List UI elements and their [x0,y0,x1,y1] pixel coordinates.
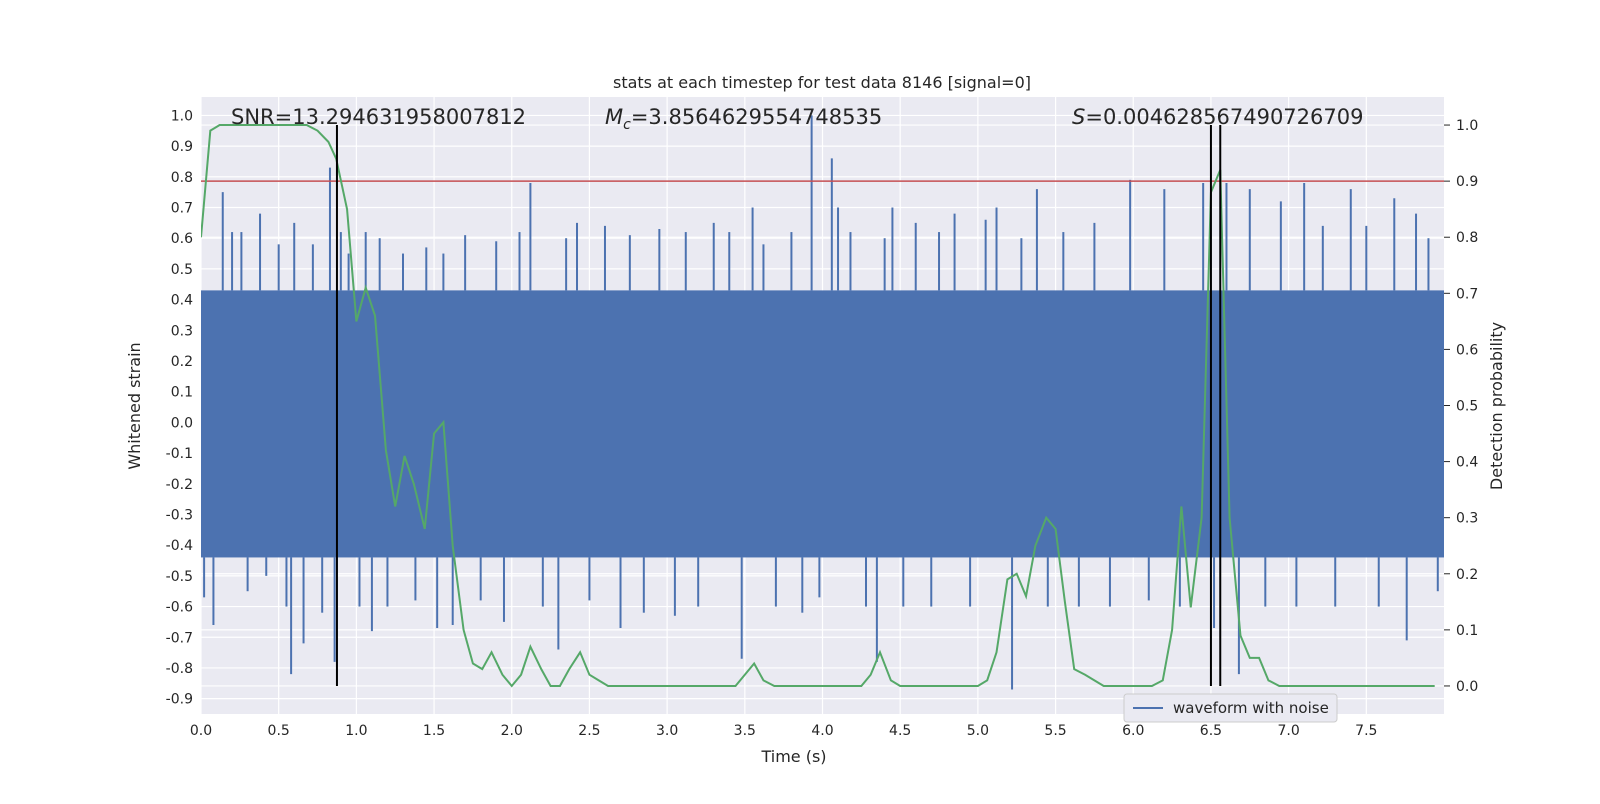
chart-title: stats at each timestep for test data 814… [613,73,1031,92]
y-tick-label: 0.1 [171,385,193,401]
mc-subscript: c [623,117,631,133]
legend-label: waveform with noise [1173,699,1329,717]
y2-tick-label: 0.0 [1456,679,1478,695]
y-tick-label: 0.9 [171,139,193,155]
vertical-markers [335,125,1222,686]
x-tick-label: 6.5 [1200,723,1222,739]
x-tick-label: 3.5 [734,723,756,739]
waveform-series [201,115,1444,690]
legend-box [1123,693,1338,723]
y-tick-label: 0.7 [171,201,193,217]
y2-axis-label: Detection probability [1487,322,1506,490]
y-tick-label: -0.3 [166,507,193,523]
s-annotation: S=0.004628567490726709 [1072,105,1363,129]
x-tick-label: 5.5 [1044,723,1066,739]
y-tick-label: -0.4 [166,538,193,554]
x-tick-label: 7.0 [1277,723,1299,739]
y2-tick-label: 0.8 [1456,230,1478,246]
y2-tick-label: 0.4 [1456,455,1478,471]
y-axis-ticks: 1.0 0.9 0.8 0.7 0.6 0.5 0.4 0.3 0.2 0.1 0.0 -0.1 -0.… [166,108,193,707]
x-tick-label: 4.5 [889,723,911,739]
x-tick-label: 1.0 [345,723,367,739]
y-tick-label: -0.6 [166,600,193,616]
probability-series [201,124,1435,688]
y-tick-label: 1.0 [171,108,193,124]
y-tick-label: 0.0 [171,415,193,431]
y2-tick-label: 0.9 [1456,174,1478,190]
x-tick-label: 4.0 [811,723,833,739]
x-tick-label: 0.5 [268,723,290,739]
snr-annotation: SNR=13.294631958007812 [231,105,526,129]
s-value: =0.004628567490726709 [1085,105,1363,129]
x-tick-label: 1.5 [423,723,445,739]
mc-symbol: M [605,105,623,129]
y2-tick-label: 1.0 [1456,118,1478,134]
mc-value: =3.8564629554748535 [631,105,882,129]
x-tick-label: 5.0 [967,723,989,739]
mc-annotation: Mc=3.8564629554748535 [605,105,882,133]
y2-axis-ticks: 1.0 0.9 0.8 0.7 0.6 0.5 0.4 0.3 0.2 0.1 0.0 [1444,118,1478,695]
y-tick-label: -0.7 [166,630,193,646]
y-tick-label: -0.9 [166,692,193,708]
y-tick-label: -0.2 [166,477,193,493]
x-tick-label: 3.0 [656,723,678,739]
x-tick-label: 6.0 [1122,723,1144,739]
y-tick-label: 0.5 [171,262,193,278]
y-tick-label: -0.5 [166,569,193,585]
y-tick-label: -0.1 [166,446,193,462]
y2-tick-label: 0.2 [1456,567,1478,583]
probability-line [201,124,1435,688]
y-tick-label: 0.8 [171,170,193,186]
waveform-band [201,290,1444,558]
x-tick-label: 0.0 [190,723,212,739]
y2-tick-label: 0.6 [1456,342,1478,358]
x-axis-ticks: 0.0 0.5 1.0 1.5 2.0 2.5 3.0 3.5 4.0 4.5 5.0 5.5 6.0 6… [190,723,1378,739]
y2-tick-label: 0.3 [1456,511,1478,527]
y-axis-label: Whitened strain [125,342,144,469]
y-tick-label: 0.2 [171,354,193,370]
x-axis-label: Time (s) [760,747,826,766]
x-tick-label: 2.5 [578,723,600,739]
y-tick-label: 0.4 [171,293,193,309]
y2-tick-label: 0.5 [1456,399,1478,415]
y-tick-label: -0.8 [166,661,193,677]
s-symbol: S [1072,105,1085,129]
y-tick-label: 0.6 [171,231,193,247]
x-tick-label: 2.0 [501,723,523,739]
x-tick-label: 7.5 [1355,723,1377,739]
y2-tick-label: 0.7 [1456,286,1478,302]
legend: waveform with noise [1123,693,1338,723]
y-tick-label: 0.3 [171,323,193,339]
y2-tick-label: 0.1 [1456,623,1478,639]
